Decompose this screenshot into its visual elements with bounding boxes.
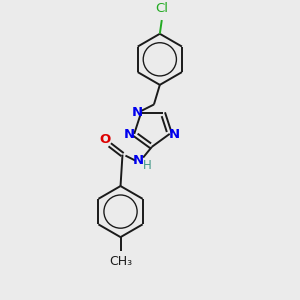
Text: O: O: [99, 134, 110, 146]
Text: H: H: [143, 159, 152, 172]
Text: N: N: [124, 128, 135, 141]
Text: N: N: [169, 128, 180, 141]
Text: N: N: [131, 106, 142, 118]
Text: N: N: [133, 154, 144, 167]
Text: Cl: Cl: [155, 2, 168, 15]
Text: CH₃: CH₃: [109, 255, 132, 268]
